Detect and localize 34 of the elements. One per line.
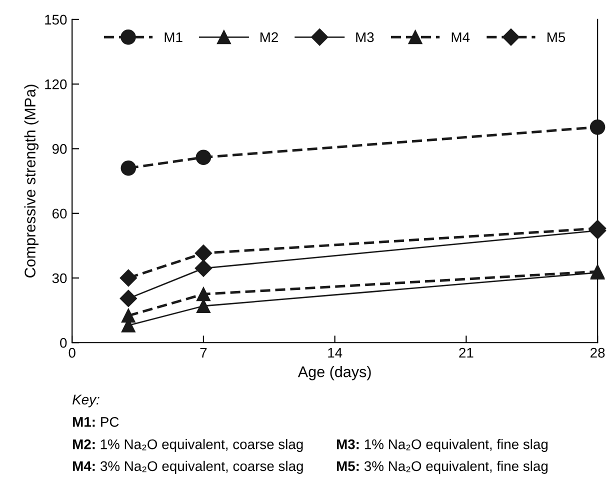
y-tick-label: 120 — [45, 79, 67, 90]
text: M1: PC — [73, 417, 119, 427]
legend-label: M3 — [356, 32, 374, 42]
y-axis-title: Compressive strength (MPa) — [24, 84, 39, 278]
text: Key: — [72, 394, 100, 408]
text: M5: 3% Na₂O equivalent, fine slag — [336, 460, 548, 474]
text: M2: 1% Na₂O equivalent, coarse slag — [73, 439, 303, 452]
point — [196, 299, 210, 313]
y-tick-label: 0 — [60, 338, 67, 348]
x-tick-label: 28 — [590, 348, 605, 358]
point — [120, 290, 137, 308]
y-tick-label: 150 — [45, 14, 67, 25]
text: M3: 1% Na₂O equivalent, fine slag — [336, 439, 548, 452]
x-tick-label: 7 — [200, 348, 207, 358]
y-tick-label: 90 — [52, 144, 67, 154]
point — [196, 287, 210, 302]
legend-label: M2 — [260, 32, 278, 42]
y-tick-label: 30 — [52, 273, 67, 284]
x-axis-title: Age (days) — [298, 366, 371, 380]
legend-label: M5 — [548, 32, 566, 42]
point — [120, 269, 137, 287]
y-tick-label: 60 — [52, 208, 67, 219]
point — [194, 260, 212, 277]
point — [121, 308, 136, 323]
x-tick-label: 21 — [459, 348, 474, 358]
text: M4: 3% Na₂O equivalent, coarse slag — [73, 460, 303, 474]
legend-label: M4 — [452, 32, 470, 42]
point — [194, 244, 212, 262]
legend-label: M1 — [164, 32, 182, 42]
point — [590, 120, 606, 135]
x-tick-label: 14 — [328, 348, 342, 358]
point — [120, 160, 136, 176]
x-tick-label: 0 — [68, 348, 76, 358]
point — [196, 150, 212, 165]
